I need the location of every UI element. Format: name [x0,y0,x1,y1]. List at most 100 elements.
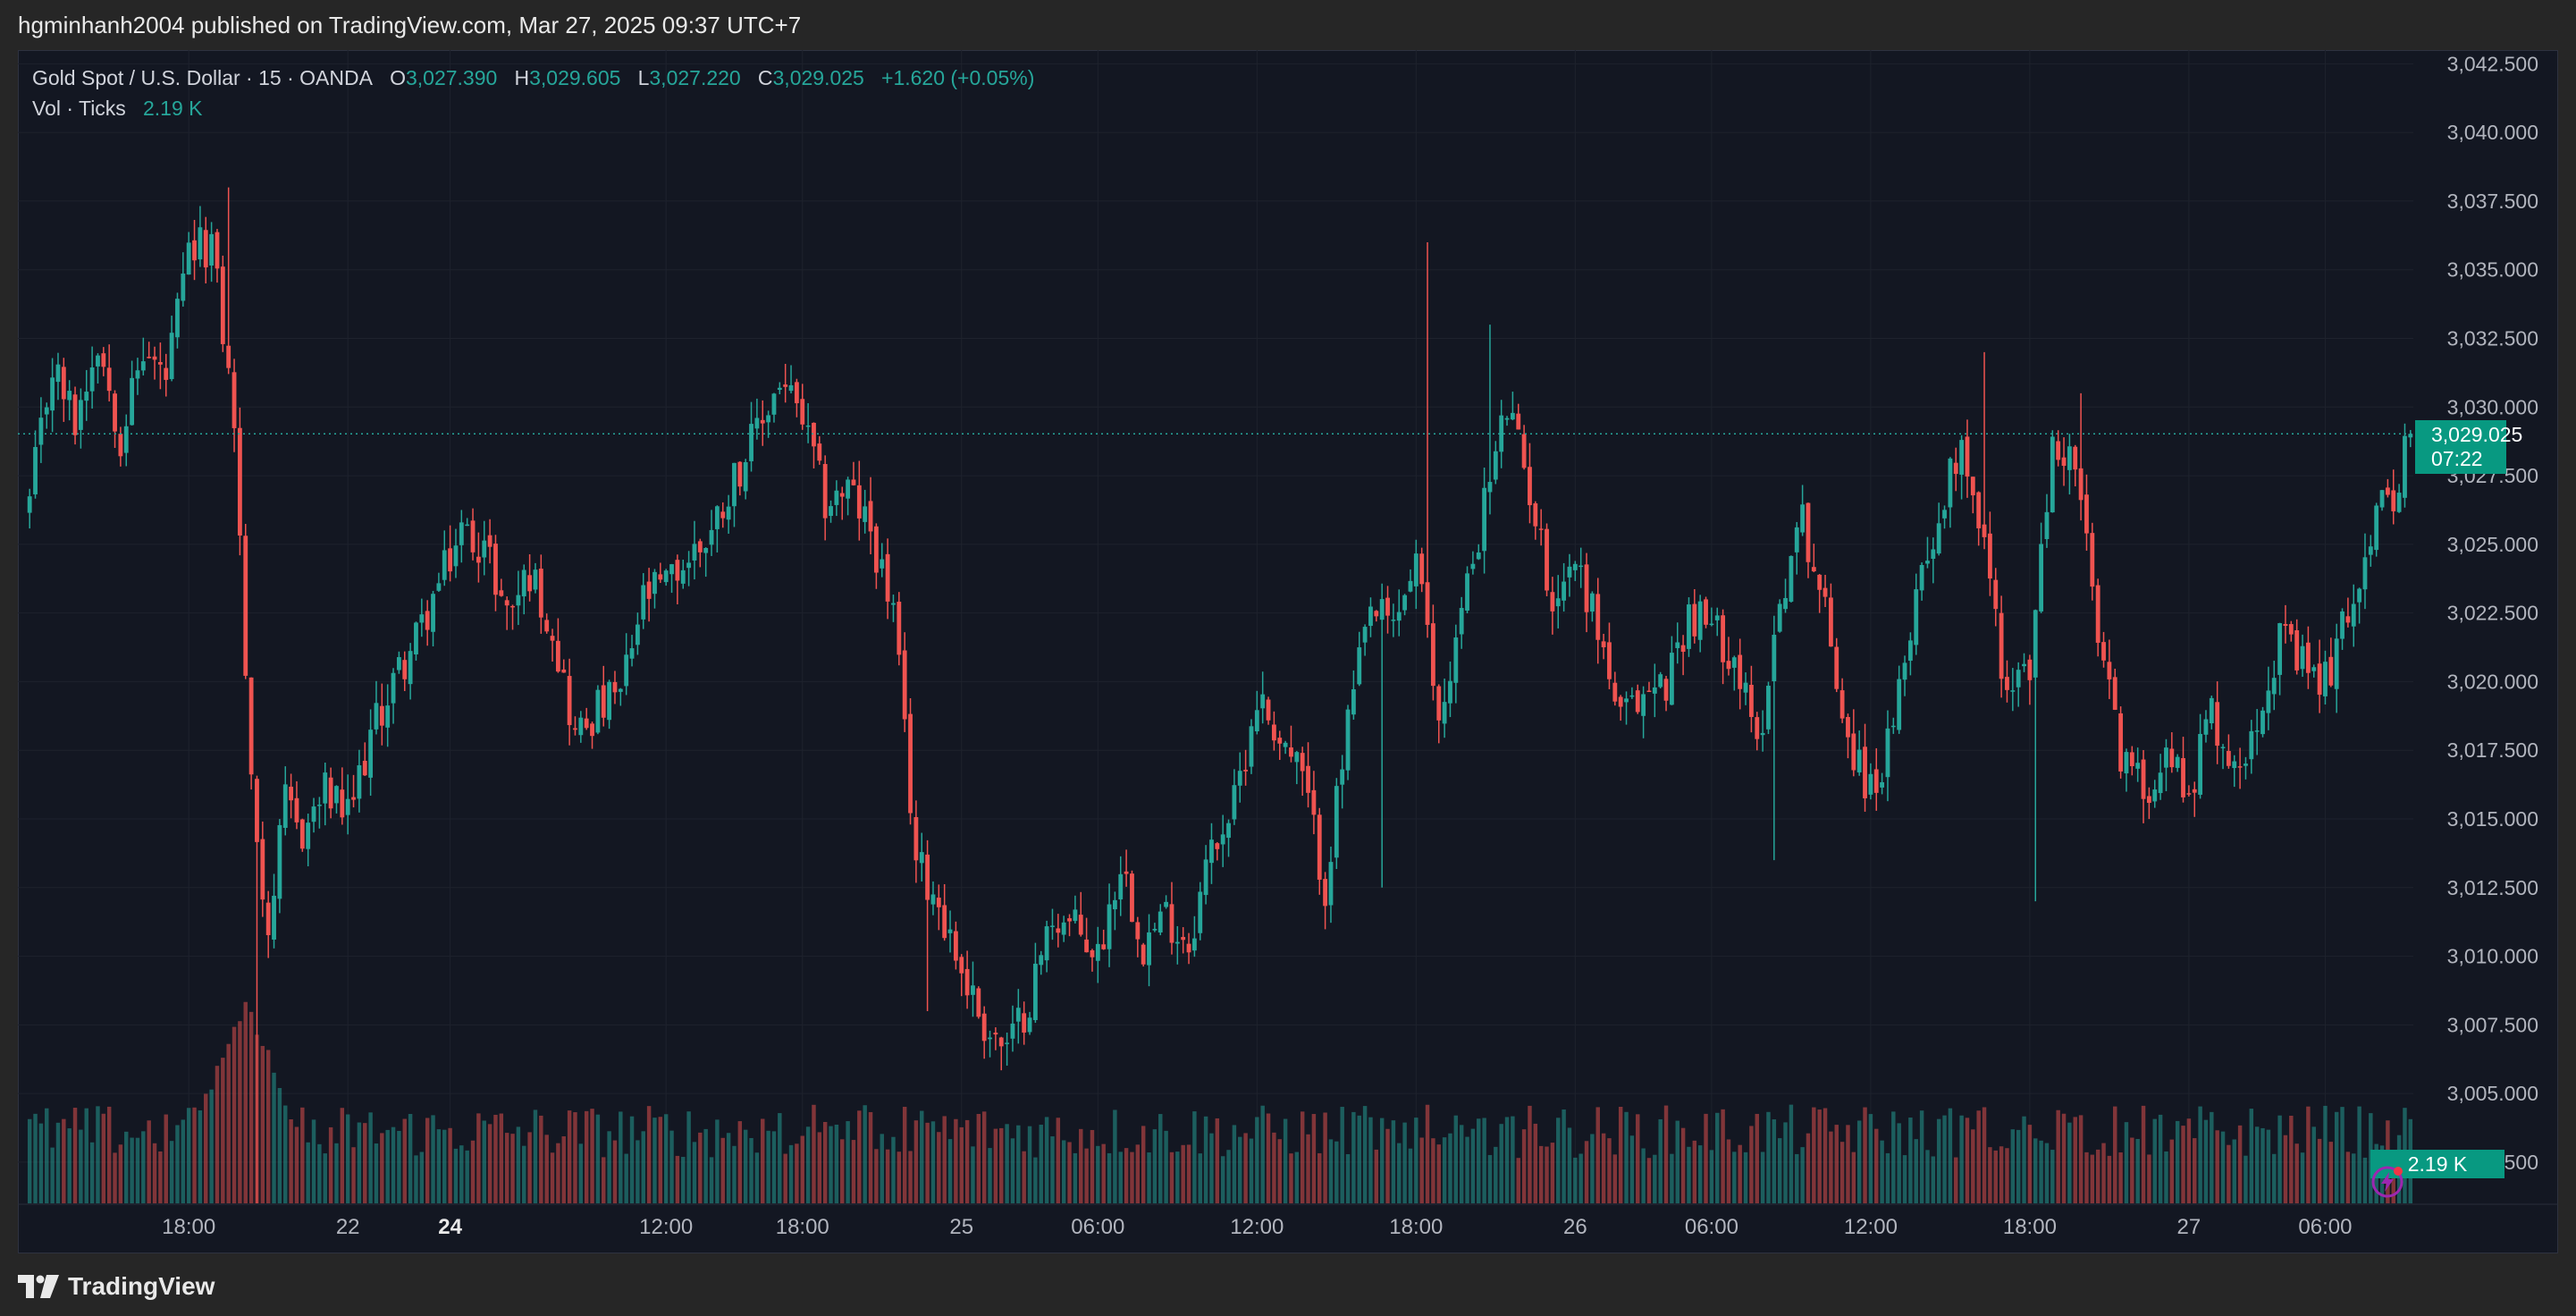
volume-study-label[interactable]: Vol · Ticks [32,97,126,120]
volume-bar [1595,1107,1600,1203]
volume-bar [1397,1143,1402,1203]
candle-body [1528,467,1532,506]
candle-body [2311,667,2317,671]
volume-bar [1954,1157,1958,1203]
volume-bar [2254,1126,2260,1203]
volume-bar [118,1144,123,1203]
volume-bar [1658,1118,1663,1203]
candle-body [289,786,294,801]
volume-bars [27,1001,2413,1203]
volume-bar [1465,1136,1469,1203]
volume-bar [795,1143,799,1203]
volume-bar [675,1155,680,1203]
volume-bar [1755,1113,1759,1203]
candle-body [2215,702,2220,747]
candle-body [1226,822,1231,839]
volume-bar [1976,1110,1981,1203]
volume-bar [891,1136,896,1203]
candle-body [527,575,533,592]
candle-body [2357,588,2362,603]
tradingview-logo-icon[interactable] [18,1275,59,1298]
chart-panel[interactable] [18,50,2558,1253]
candle-body [2090,533,2095,587]
volume-bar [277,1088,282,1203]
candle-body [2351,603,2356,627]
candle-body [1022,1013,1027,1033]
volume-bar [1556,1118,1561,1203]
candle-body [61,367,66,400]
candle-body [1459,608,1464,635]
candle-body [794,382,799,404]
volume-bar [1868,1114,1873,1203]
volume-bar [868,1111,873,1203]
price-axis[interactable]: 3,042.500 3,040.000 3,037.500 3,035.000 3,03… [2447,52,2538,1174]
volume-bar [1379,1118,1385,1203]
volume-bar [425,1118,430,1203]
candle-body [942,905,947,939]
close-value: 3,029.025 [772,66,864,89]
candle-body [1050,925,1055,927]
symbol-label[interactable]: Gold Spot / U.S. Dollar · 15 · OANDA [32,66,373,89]
volume-bar [1470,1128,1476,1203]
volume-bar [1971,1129,1975,1203]
volume-bar [181,1119,186,1203]
candle-body [1254,710,1259,732]
volume-bar [2232,1139,2236,1203]
candlestick-chart[interactable]: 3,042.500 3,040.000 3,037.500 3,035.000 3,03… [18,50,2558,1253]
lightning-bolt-icon[interactable] [2370,1164,2405,1200]
grid-lines [18,50,2413,1203]
volume-bar [1789,1104,1794,1203]
volume-bar [1749,1126,1754,1203]
volume-bar [1646,1158,1652,1203]
volume-bar [272,1072,276,1203]
candle-body [1907,640,1913,662]
candle-body [203,230,208,268]
volume-bar [1897,1123,1901,1203]
volume-bar [414,1155,418,1203]
footer-brand[interactable]: TradingView [68,1272,215,1300]
volume-bar [771,1131,777,1203]
volume-bar [357,1122,362,1203]
volume-bar [1516,1158,1520,1203]
volume-bar [1442,1137,1447,1203]
candle-body [1328,862,1334,906]
volume-bar [2175,1120,2180,1203]
price-tick-label: 3,012.500 [2447,876,2538,899]
candle-body [1538,528,1544,530]
volume-bar [959,1126,964,1203]
price-tick-label: 3,037.500 [2447,190,2538,213]
candle-body [368,730,374,778]
candle-body [1482,487,1487,552]
candle-body [1817,574,1823,590]
volume-bar [1135,1144,1141,1203]
candle-body [777,387,782,391]
candle-body [414,622,418,654]
volume-bar [590,1109,594,1203]
volume-bar [1902,1155,1907,1203]
candle-body [1067,918,1072,922]
volume-bar [2135,1138,2140,1203]
volume-bar [260,1045,265,1203]
time-axis[interactable]: 18:00 22 24 12:00 18:00 25 06:00 12:00 18:00 26 06… [18,1203,2558,1239]
volume-bar [2090,1154,2095,1203]
candle-body [1078,915,1083,935]
publisher-bar: hgminhanh2004 published on TradingView.c… [0,0,2576,50]
volume-bar [2084,1152,2089,1203]
volume-bar [1328,1139,1334,1203]
ohlc-row: Gold Spot / U.S. Dollar · 15 · OANDA O3,… [32,63,1034,93]
volume-bar [920,1110,924,1203]
volume-bar [169,1141,174,1203]
volume-bar [1203,1116,1208,1203]
volume-axis-label: 2.19 K [2370,1150,2504,1178]
volume-bar [988,1148,992,1203]
volume-bar [1186,1144,1191,1203]
volume-bar [2152,1118,2157,1203]
candle-body [1237,771,1242,786]
volume-bar [1067,1142,1072,1203]
volume-bar [2210,1111,2214,1203]
volume-bar [658,1117,663,1203]
candle-body [118,434,123,457]
volume-bar [221,1058,225,1203]
volume-bar [1425,1104,1430,1203]
volume-bar [863,1105,867,1203]
